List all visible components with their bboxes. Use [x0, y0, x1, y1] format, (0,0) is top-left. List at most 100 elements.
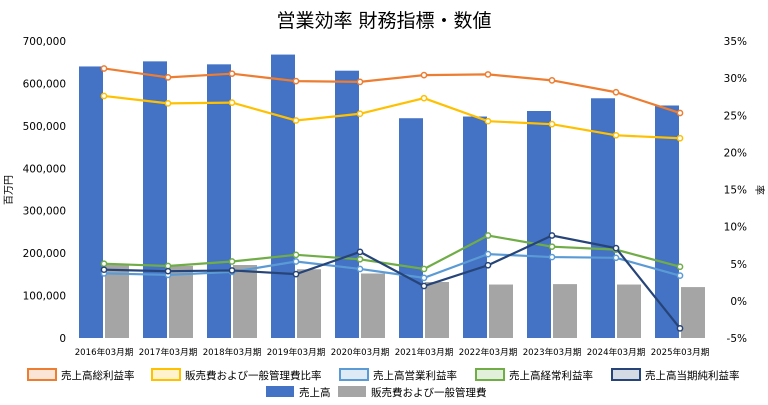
bar-sales-1: [143, 61, 167, 338]
legend-label-operating-margin: 売上高営業利益率: [373, 369, 457, 382]
lines: [100, 65, 684, 332]
x-tick-label: 2022年03月期: [459, 346, 518, 358]
x-tick-label: 2019年03月期: [267, 346, 326, 358]
point-ordinary-margin-3: [292, 251, 300, 259]
point-sga-ratio-0: [100, 92, 108, 100]
bar-sales-6: [463, 116, 487, 338]
y-left-tick-label: 700,000: [23, 36, 66, 48]
bar-sga-7: [553, 284, 577, 338]
line-net-margin: [103, 234, 681, 330]
point-ordinary-margin-5: [420, 265, 428, 273]
point-net-margin-5: [420, 282, 428, 290]
bars: [79, 54, 705, 339]
bar-sales-8: [591, 98, 615, 339]
point-operating-margin-8: [612, 254, 620, 262]
bar-sga-4: [361, 273, 385, 338]
legend-label-net-margin: 売上高当期純利益率: [645, 369, 740, 382]
bar-sales-7: [527, 111, 551, 338]
point-ordinary-margin-4: [356, 255, 364, 263]
point-gross-margin-5: [420, 71, 428, 79]
point-gross-margin-4: [356, 78, 364, 86]
point-sga-ratio-7: [548, 120, 556, 128]
point-net-margin-1: [164, 267, 172, 275]
x-axis-ticks: 2016年03月期 2017年03月期 2018年03月期 2019年03月期 2020…: [75, 346, 710, 358]
point-net-margin-9: [676, 324, 684, 332]
point-gross-margin-2: [228, 70, 236, 78]
point-gross-margin-0: [100, 65, 108, 72]
y-right-tick-label: 5%: [730, 259, 747, 271]
point-ordinary-margin-0: [100, 260, 108, 268]
point-sga-ratio-9: [676, 134, 684, 142]
point-operating-margin-3: [292, 258, 300, 265]
bar-sga-3: [297, 269, 321, 338]
legend-swatch-operating-margin: [339, 368, 369, 381]
point-gross-margin-8: [612, 88, 620, 96]
y-right-tick-label: 30%: [724, 73, 747, 85]
x-tick-label: 2016年03月期: [75, 346, 134, 358]
y-right-tick-label: 15%: [724, 185, 747, 197]
point-sga-ratio-6: [484, 117, 492, 125]
point-net-margin-8: [612, 244, 620, 252]
legend-label-gross-margin: 売上高総利益率: [61, 369, 135, 382]
bar-sga-9: [681, 287, 705, 338]
x-tick-label: 2024年03月期: [587, 346, 646, 358]
point-sga-ratio-2: [228, 99, 236, 106]
y-left-tick-label: 300,000: [23, 206, 66, 218]
y-right-tick-label: 0%: [730, 296, 747, 308]
legend-label-sales: 売上高: [299, 386, 331, 399]
point-gross-margin-9: [676, 109, 684, 117]
y-axis-left-label: 百万円: [3, 175, 15, 205]
y-right-tick-label: 10%: [724, 222, 747, 234]
legend-swatch-gross-margin: [27, 368, 57, 381]
x-tick-label: 2017年03月期: [139, 346, 198, 358]
y-left-tick-label: 100,000: [23, 291, 66, 303]
y-right-tick-label: 20%: [724, 147, 747, 159]
x-tick-label: 2025年03月期: [651, 346, 710, 358]
legend-label-sga: 販売費および一般管理費: [371, 386, 487, 399]
legend: 売上高総利益率 販売費および一般管理費比率 売上高営業利益率 売上高経常利益率 売上高当…: [27, 368, 740, 399]
point-operating-margin-6: [484, 250, 492, 258]
bar-sales-4: [335, 70, 359, 338]
axes: 0 100,000 200,000 300,000 400,000 500,000 600,…: [23, 36, 747, 345]
y-left-tick-label: 600,000: [23, 78, 66, 90]
y-right-tick-label: 25%: [724, 110, 747, 122]
point-ordinary-margin-1: [164, 262, 172, 270]
point-ordinary-margin-6: [484, 232, 492, 239]
point-net-margin-6: [484, 261, 492, 269]
bar-sga-5: [425, 281, 449, 338]
point-net-margin-7: [548, 232, 556, 239]
legend-swatch-ordinary-margin: [475, 368, 505, 381]
legend-swatch-sga-ratio: [151, 368, 181, 381]
line-gross-margin: [103, 67, 681, 115]
point-net-margin-4: [356, 248, 364, 256]
legend-label-ordinary-margin: 売上高経常利益率: [509, 369, 593, 382]
bar-sga-0: [105, 263, 129, 338]
x-tick-label: 2020年03月期: [331, 346, 390, 358]
point-ordinary-margin-9: [676, 263, 684, 271]
point-gross-margin-3: [292, 77, 300, 85]
point-net-margin-3: [292, 270, 300, 278]
x-tick-label: 2021年03月期: [395, 346, 454, 358]
bar-sales-0: [79, 66, 103, 338]
bar-sales-2: [207, 64, 231, 338]
y-left-tick-label: 400,000: [23, 163, 66, 175]
bar-sga-1: [169, 265, 193, 338]
point-sga-ratio-1: [164, 100, 172, 107]
line-operating-margin: [103, 252, 681, 279]
legend-swatch-net-margin: [611, 368, 641, 381]
x-tick-label: 2023年03月期: [523, 346, 582, 358]
point-operating-margin-4: [356, 265, 364, 273]
point-gross-margin-7: [548, 77, 556, 84]
point-ordinary-margin-2: [228, 258, 236, 265]
point-operating-margin-5: [420, 274, 428, 282]
point-net-margin-2: [228, 267, 236, 274]
bar-sga-8: [617, 284, 641, 338]
legend-label-sga-ratio: 販売費および一般管理費比率: [185, 369, 322, 382]
bar-sga-6: [489, 284, 513, 338]
bar-sales-5: [399, 118, 423, 338]
y-left-tick-label: 0: [59, 333, 66, 345]
x-tick-label: 2018年03月期: [203, 346, 262, 358]
y-left-tick-label: 500,000: [23, 121, 66, 133]
y-axis-right-label: 率: [753, 185, 766, 195]
